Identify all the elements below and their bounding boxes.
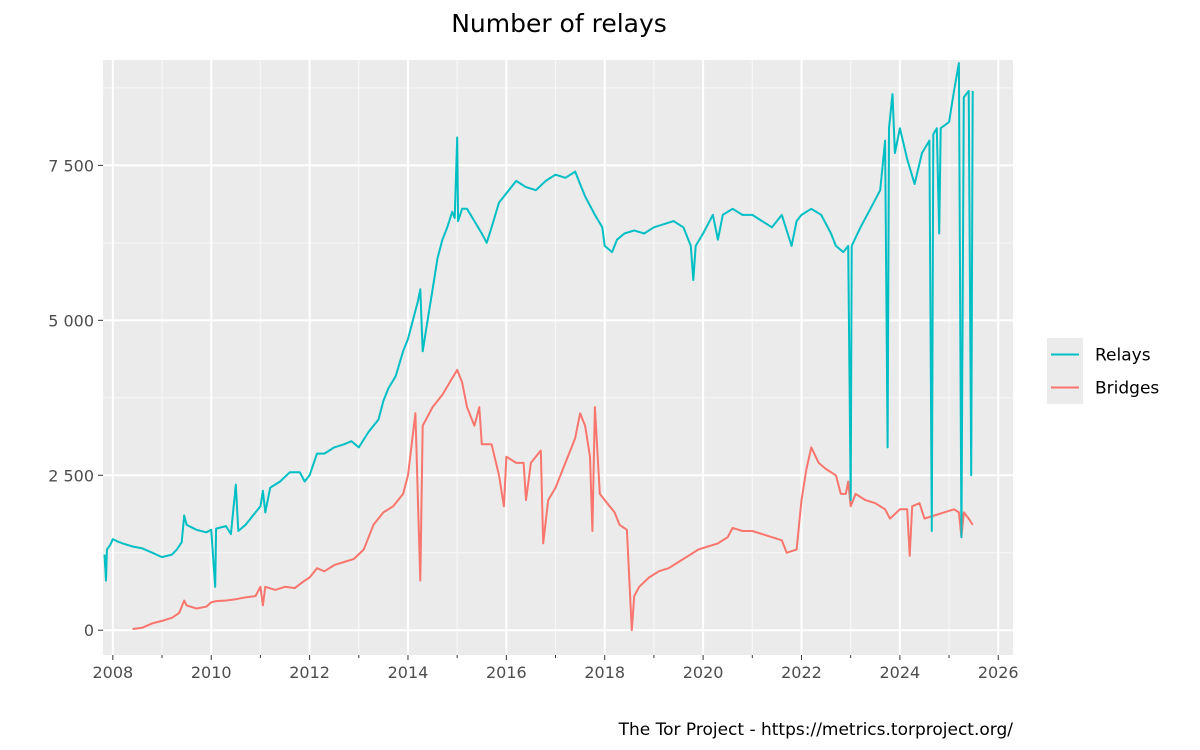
y-tick-label: 7 500 [48, 156, 94, 175]
x-tick-label: 2008 [92, 663, 133, 682]
x-tick-label: 2026 [978, 663, 1019, 682]
x-tick-label: 2014 [388, 663, 429, 682]
y-tick-label: 0 [84, 621, 94, 640]
series-line-bridges [132, 368, 974, 632]
x-tick-label: 2016 [486, 663, 527, 682]
series-layer [103, 62, 974, 632]
chart-title: Number of relays [451, 9, 667, 38]
legend-label-relays: Relays [1095, 346, 1151, 366]
plot-panel [103, 60, 1013, 655]
tick-labels: 2008 2010 2012 2014 2016 2018 2020 2022 2024 2026… [48, 156, 1018, 682]
y-tick-label: 5 000 [48, 311, 94, 330]
x-tick-label: 2020 [683, 663, 724, 682]
x-tick-label: 2018 [584, 663, 625, 682]
major-gridlines [103, 60, 1013, 655]
legend-label-bridges: Bridges [1095, 379, 1159, 399]
series-line-relays [103, 62, 974, 588]
x-tick-label: 2010 [191, 663, 232, 682]
chart-caption: The Tor Project - https://metrics.torpro… [618, 720, 1014, 740]
x-tick-label: 2024 [880, 663, 921, 682]
axis-ticks [98, 164, 999, 660]
minor-gridlines [103, 60, 1013, 655]
x-tick-label: 2012 [289, 663, 330, 682]
x-tick-label: 2022 [781, 663, 822, 682]
legend: Relays Bridges [1047, 338, 1159, 404]
y-tick-label: 2 500 [48, 466, 94, 485]
